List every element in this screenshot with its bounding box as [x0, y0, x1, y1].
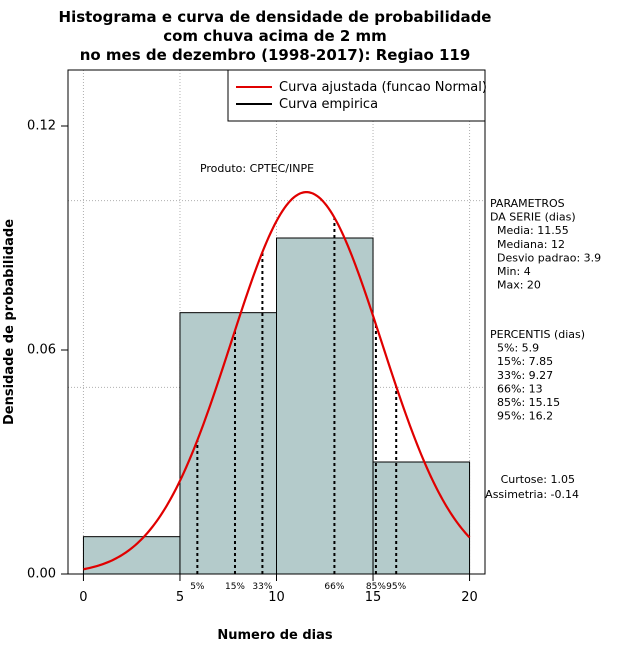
param-line-4: Desvio padrao: 3.9: [490, 251, 601, 264]
param-line-5: Min: 4: [490, 265, 531, 278]
histogram-bar-2: [276, 237, 374, 575]
percentile-text-line-0: PERCENTIS (dias): [490, 328, 585, 341]
param-line-3: Mediana: 12: [490, 238, 565, 251]
product-annotation: Produto: CPTEC/INPE: [200, 162, 314, 175]
percentile-label-5pct: 5%: [190, 582, 205, 592]
x-tick-label-0: 0: [79, 590, 87, 605]
percentile-label-85pct: 85%: [366, 582, 386, 592]
normal-curve: [83, 191, 471, 571]
legend: Curva ajustada (funcao Normal) Curva emp…: [227, 69, 487, 122]
percentile-label-66pct: 66%: [324, 582, 344, 592]
legend-label-normal: Curva ajustada (funcao Normal): [279, 80, 487, 95]
percentile-label-33pct: 33%: [252, 582, 272, 592]
percentile-label-95pct: 95%: [386, 582, 406, 592]
histogram-bar-0: [82, 536, 181, 575]
legend-label-empirical: Curva empirica: [279, 97, 378, 112]
chart-title-line-2: com chuva acima de 2 mm: [163, 27, 387, 45]
y-tick-label-2: 0.12: [27, 119, 56, 134]
param-line-0: PARAMETROS: [490, 197, 565, 210]
percentile-lines: 5% 15% 33% 66% 85% 95%: [190, 217, 407, 592]
percentile-label-15pct: 15%: [225, 582, 245, 592]
percentile-text-line-1: 5%: 5.9: [490, 342, 539, 355]
legend-box: [227, 69, 486, 122]
percentile-text-line-5: 85%: 15.15: [490, 396, 560, 409]
axes: 0 5 10 15 20 0.00 0.06 0.12: [27, 119, 478, 606]
chart-title-line-1: Histograma e curva de densidade de proba…: [59, 8, 492, 26]
x-tick-label-2: 10: [268, 590, 285, 605]
percentile-text-line-3: 33%: 9.27: [490, 369, 553, 382]
y-tick-label-1: 0.06: [27, 343, 56, 358]
x-axis-title: Numero de dias: [217, 628, 333, 643]
param-line-1: DA SERIE (dias): [490, 211, 576, 224]
histogram-bars: [82, 237, 471, 575]
x-tick-label-1: 5: [176, 590, 184, 605]
kurtosis-text: Curtose: 1.05: [501, 473, 575, 486]
percentile-text-line-4: 66%: 13: [490, 382, 543, 395]
y-axis-title: Densidade de probabilidade: [2, 219, 17, 425]
skewness-text: Assimetria: -0.14: [485, 488, 579, 501]
chart-title-line-3: no mes de dezembro (1998-2017): Regiao 1…: [80, 46, 471, 64]
normal-curve-line: [83, 191, 471, 571]
percentile-text-line-6: 95%: 16.2: [490, 410, 553, 423]
y-tick-label-0: 0.00: [27, 567, 56, 582]
x-tick-label-4: 20: [461, 590, 478, 605]
percentile-text-line-2: 15%: 7.85: [490, 355, 553, 368]
param-line-2: Media: 11.55: [490, 224, 569, 237]
x-tick-label-3: 15: [365, 590, 382, 605]
param-line-6: Max: 20: [490, 279, 541, 292]
